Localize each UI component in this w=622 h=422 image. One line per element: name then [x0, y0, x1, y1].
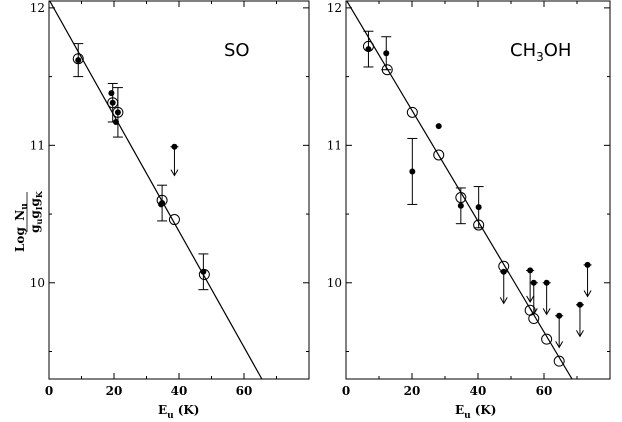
model-point-so: [198, 269, 210, 281]
observed-point-so: [108, 90, 115, 97]
y-axis-label-prefix: Log: [13, 227, 27, 252]
y-axis-label-denominator: gugIgK: [28, 190, 44, 233]
y-axis-label: Log Nu gugIgK: [13, 190, 44, 252]
upper-limit-arrowhead-ch3oh: [526, 295, 535, 304]
model-point-ch3oh: [433, 149, 445, 161]
x-tick-label-so: 20: [106, 384, 123, 398]
upper-limit-point-ch3oh: [527, 267, 534, 274]
observed-point-ch3oh: [383, 50, 390, 57]
observed-point-ch3oh: [365, 46, 372, 53]
model-point-so: [72, 53, 84, 65]
model-point-ch3oh: [553, 355, 565, 367]
upper-limit-arrowhead-ch3oh: [555, 341, 564, 349]
fit-line-ch3oh: [346, 1, 573, 379]
x-axis-label-so: Eu (K): [158, 403, 200, 421]
upper-limit-arrowhead-ch3oh: [576, 330, 584, 338]
upper-limit-point-ch3oh: [530, 279, 537, 286]
model-point-ch3oh: [528, 313, 540, 325]
observed-point-so: [75, 57, 82, 64]
model-point-ch3oh: [362, 40, 374, 52]
observed-point-ch3oh: [409, 168, 416, 175]
x-tick-label-ch3oh: 60: [536, 384, 553, 398]
plot-frame-so: [48, 0, 310, 380]
upper-limit-point-ch3oh: [584, 261, 591, 268]
panel-title-so: SO: [224, 40, 250, 61]
x-tick-label-ch3oh: 40: [470, 384, 487, 398]
observed-point-so: [112, 118, 119, 125]
observed-point-so: [159, 200, 166, 207]
observed-point-so: [109, 99, 116, 106]
upper-limit-arrowhead-ch3oh: [542, 308, 551, 316]
model-point-so: [156, 194, 168, 206]
y-tick-label-so: 12: [30, 1, 45, 15]
x-tick-label-so: 0: [45, 384, 53, 398]
x-tick-label-so: 60: [236, 384, 253, 398]
observed-point-so: [114, 109, 121, 116]
x-axis-label-ch3oh: Eu (K): [455, 403, 497, 421]
y-tick-label-ch3oh: 12: [327, 1, 342, 15]
upper-limit-point-ch3oh: [556, 312, 563, 319]
panel-so: SO Eu (K) 0 20 40 60 10 11 12: [30, 0, 310, 421]
model-point-ch3oh: [498, 260, 510, 272]
y-axis-label-numerator: Nu: [13, 203, 30, 221]
observed-point-ch3oh: [475, 204, 482, 211]
upper-limit-point-ch3oh: [543, 279, 550, 286]
x-tick-label-so: 40: [171, 384, 188, 398]
y-tick-label-ch3oh: 11: [327, 138, 342, 152]
x-tick-label-ch3oh: 20: [404, 384, 421, 398]
model-point-ch3oh: [541, 333, 553, 345]
observed-point-ch3oh: [457, 202, 464, 209]
panel-title-ch3oh: CH3OH: [510, 40, 571, 64]
observed-point-ch3oh: [435, 123, 442, 130]
panel-ch3oh: CH3OH Eu (K) 0 20 40 60 10 11 12: [327, 0, 611, 421]
model-point-so: [107, 97, 119, 109]
x-tick-label-ch3oh: 0: [342, 384, 350, 398]
upper-limit-arrowhead-so: [170, 169, 179, 177]
upper-limit-arrowhead-ch3oh: [499, 297, 508, 305]
fit-line-so: [49, 1, 263, 379]
model-point-so: [168, 214, 180, 226]
model-point-ch3oh: [406, 106, 418, 118]
y-tick-label-so: 10: [30, 276, 45, 290]
upper-limit-arrowhead-ch3oh: [583, 290, 592, 298]
model-point-so: [112, 106, 124, 118]
y-tick-label-so: 11: [30, 138, 45, 152]
upper-limit-point-ch3oh: [576, 301, 583, 308]
upper-limit-point-so: [171, 143, 178, 150]
y-tick-label-ch3oh: 10: [327, 276, 342, 290]
model-point-ch3oh: [381, 64, 393, 76]
model-point-ch3oh: [455, 192, 467, 204]
model-point-ch3oh: [473, 219, 485, 231]
